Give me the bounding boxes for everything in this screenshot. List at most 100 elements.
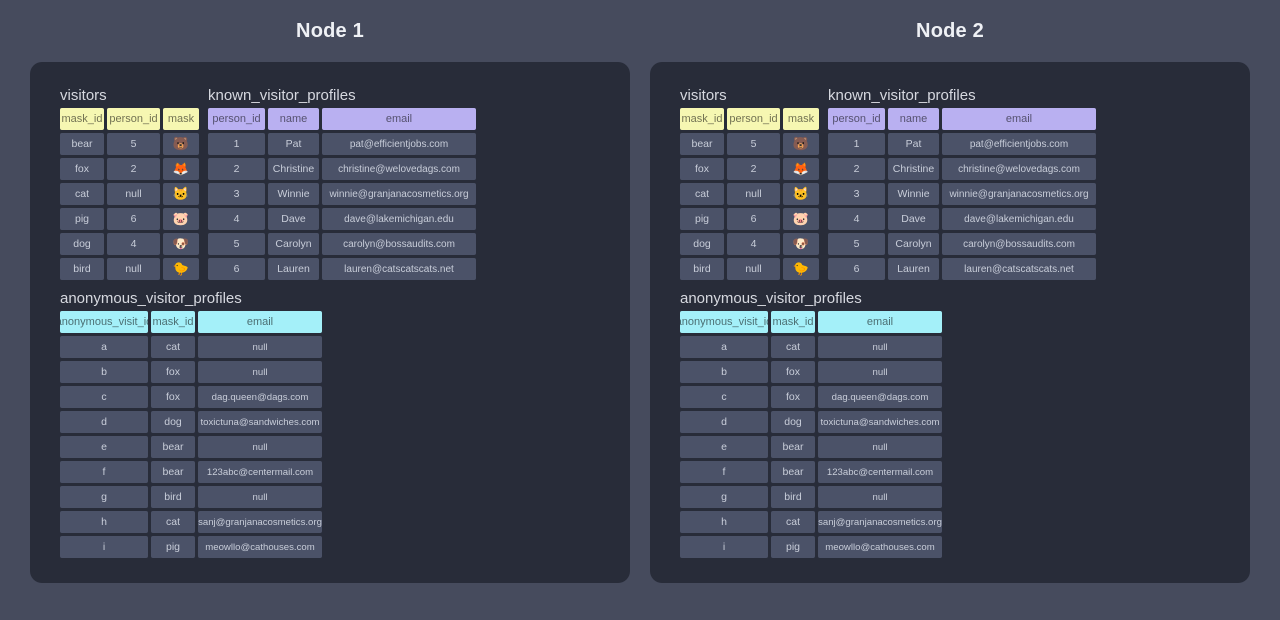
- table-cell: null: [818, 436, 942, 458]
- column-header: name: [888, 108, 939, 130]
- table-cell: Winnie: [888, 183, 939, 205]
- table-cell: 6: [208, 258, 265, 280]
- column-header: mask: [163, 108, 199, 130]
- table-cell: 🐶: [783, 233, 819, 255]
- table-cell: 4: [208, 208, 265, 230]
- table-cell: 6: [107, 208, 160, 230]
- table-cell: fox: [151, 386, 195, 408]
- visitors-table-section: visitors mask_id person_id mask bear 5 🐻 fox 2 🦊…: [680, 87, 819, 280]
- table-cell: f: [60, 461, 148, 483]
- column-header: mask: [783, 108, 819, 130]
- table-cell: dog: [680, 233, 724, 255]
- table-cell: 2: [107, 158, 160, 180]
- column-header: person_id: [828, 108, 885, 130]
- table-cell: 2: [727, 158, 780, 180]
- table-cell: h: [680, 511, 768, 533]
- table-cell: null: [198, 336, 322, 358]
- table-cell: null: [198, 486, 322, 508]
- table-cell: bear: [771, 461, 815, 483]
- table-cell: toxictuna@sandwiches.com: [198, 411, 322, 433]
- node-2: Node 2 visitors mask_id person_id mask bear…: [650, 0, 1250, 583]
- table-label: anonymous_visitor_profiles: [680, 290, 862, 307]
- table-cell: Pat: [888, 133, 939, 155]
- table-cell: bear: [151, 461, 195, 483]
- node-1: Node 1 visitors mask_id person_id mask bear…: [30, 0, 630, 583]
- table-cell: dave@lakemichigan.edu: [942, 208, 1096, 230]
- table-cell: 🦊: [163, 158, 199, 180]
- table-cell: meowllo@cathouses.com: [818, 536, 942, 558]
- table-cell: 🐶: [163, 233, 199, 255]
- table-cell: 5: [727, 133, 780, 155]
- table-cell: e: [680, 436, 768, 458]
- column-header: email: [198, 311, 322, 333]
- table-cell: bird: [60, 258, 104, 280]
- column-header: name: [268, 108, 319, 130]
- table-cell: 🐤: [163, 258, 199, 280]
- table-cell: bear: [680, 133, 724, 155]
- table-cell: i: [60, 536, 148, 558]
- known-visitor-profiles-table: person_id name email 1 Pat pat@efficientjobs.…: [828, 108, 1096, 280]
- table-cell: Christine: [888, 158, 939, 180]
- node-card: visitors mask_id person_id mask bear 5 🐻 fox 2 🦊…: [30, 62, 630, 583]
- table-label: known_visitor_profiles: [828, 87, 976, 104]
- table-cell: i: [680, 536, 768, 558]
- table-cell: cat: [151, 511, 195, 533]
- table-cell: 4: [107, 233, 160, 255]
- table-cell: Carolyn: [268, 233, 319, 255]
- table-cell: d: [60, 411, 148, 433]
- table-cell: 4: [727, 233, 780, 255]
- top-tables-row: visitors mask_id person_id mask bear 5 🐻 fox 2 🦊…: [60, 87, 600, 280]
- table-cell: g: [60, 486, 148, 508]
- table-cell: a: [60, 336, 148, 358]
- table-cell: lauren@catscatscats.net: [942, 258, 1096, 280]
- table-cell: winnie@granjanacosmetics.org: [942, 183, 1096, 205]
- table-cell: a: [680, 336, 768, 358]
- table-cell: pig: [771, 536, 815, 558]
- table-cell: bear: [60, 133, 104, 155]
- table-cell: Dave: [268, 208, 319, 230]
- table-cell: 🦊: [783, 158, 819, 180]
- table-cell: e: [60, 436, 148, 458]
- table-cell: 🐷: [163, 208, 199, 230]
- table-cell: pat@efficientjobs.com: [942, 133, 1096, 155]
- table-cell: f: [680, 461, 768, 483]
- table-cell: null: [198, 361, 322, 383]
- table-cell: Winnie: [268, 183, 319, 205]
- table-cell: christine@welovedags.com: [942, 158, 1096, 180]
- table-cell: 5: [107, 133, 160, 155]
- bottom-tables-row: anonymous_visitor_profiles anonymous_vis…: [680, 290, 1220, 558]
- column-header: mask_id: [680, 108, 724, 130]
- table-label: anonymous_visitor_profiles: [60, 290, 242, 307]
- column-header: mask_id: [771, 311, 815, 333]
- table-label: visitors: [60, 87, 107, 104]
- table-cell: fox: [151, 361, 195, 383]
- top-tables-row: visitors mask_id person_id mask bear 5 🐻 fox 2 🦊…: [680, 87, 1220, 280]
- table-cell: bear: [771, 436, 815, 458]
- column-header: mask_id: [151, 311, 195, 333]
- visitors-table-section: visitors mask_id person_id mask bear 5 🐻 fox 2 🦊…: [60, 87, 199, 280]
- table-cell: null: [818, 486, 942, 508]
- table-cell: Pat: [268, 133, 319, 155]
- table-cell: c: [680, 386, 768, 408]
- column-header: email: [322, 108, 476, 130]
- node-title: Node 1: [296, 19, 364, 42]
- table-cell: carolyn@bossaudits.com: [322, 233, 476, 255]
- table-cell: b: [680, 361, 768, 383]
- table-cell: lauren@catscatscats.net: [322, 258, 476, 280]
- table-cell: 🐤: [783, 258, 819, 280]
- table-cell: 5: [828, 233, 885, 255]
- known-visitor-profiles-table-section: known_visitor_profiles person_id name emai…: [208, 87, 476, 280]
- table-cell: 6: [828, 258, 885, 280]
- column-header: person_id: [727, 108, 780, 130]
- table-cell: null: [727, 258, 780, 280]
- table-cell: 🐱: [163, 183, 199, 205]
- column-header: person_id: [208, 108, 265, 130]
- table-cell: cat: [151, 336, 195, 358]
- table-cell: 1: [828, 133, 885, 155]
- table-cell: cat: [60, 183, 104, 205]
- table-cell: 1: [208, 133, 265, 155]
- table-cell: 2: [208, 158, 265, 180]
- visitors-table: mask_id person_id mask bear 5 🐻 fox 2 🦊 cat null 🐱 p…: [60, 108, 199, 280]
- table-cell: dog: [771, 411, 815, 433]
- table-cell: fox: [771, 386, 815, 408]
